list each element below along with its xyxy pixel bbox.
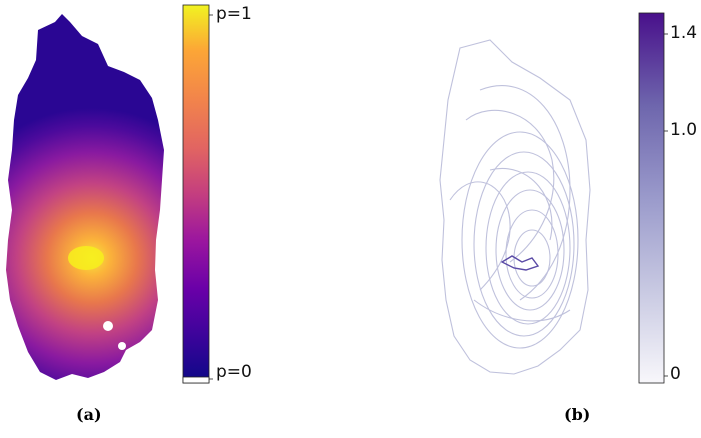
contour-lines	[439, 39, 591, 375]
contour-peak	[500, 255, 540, 271]
heatmap-figure	[6, 4, 213, 384]
colorbar-b-label-min: 0	[670, 364, 681, 384]
colorbar-b-label-mid: 1.0	[670, 120, 698, 140]
panel-a-caption: (a)	[76, 405, 102, 424]
mask-hole	[103, 321, 113, 331]
colorbar-a	[182, 4, 210, 384]
contour-figure	[439, 12, 668, 384]
panel-b: 1.4 1.0 0 (b)	[420, 0, 701, 438]
panel-b-caption: (b)	[564, 405, 591, 424]
colorbar-b	[638, 12, 665, 384]
colorbar-a-bottom-label: p=0	[216, 362, 252, 382]
colorbar-a-top-label: p=1	[216, 4, 252, 24]
panel-a: p=1 p=0 (a)	[0, 0, 300, 438]
mask-hole	[118, 342, 126, 350]
colorbar-b-ticks	[664, 33, 668, 377]
heatmap-region	[6, 14, 164, 380]
colorbar-b-label-max: 1.4	[670, 23, 698, 43]
heatmap-peak	[68, 246, 104, 270]
colorbar-a-ticks	[209, 14, 213, 380]
